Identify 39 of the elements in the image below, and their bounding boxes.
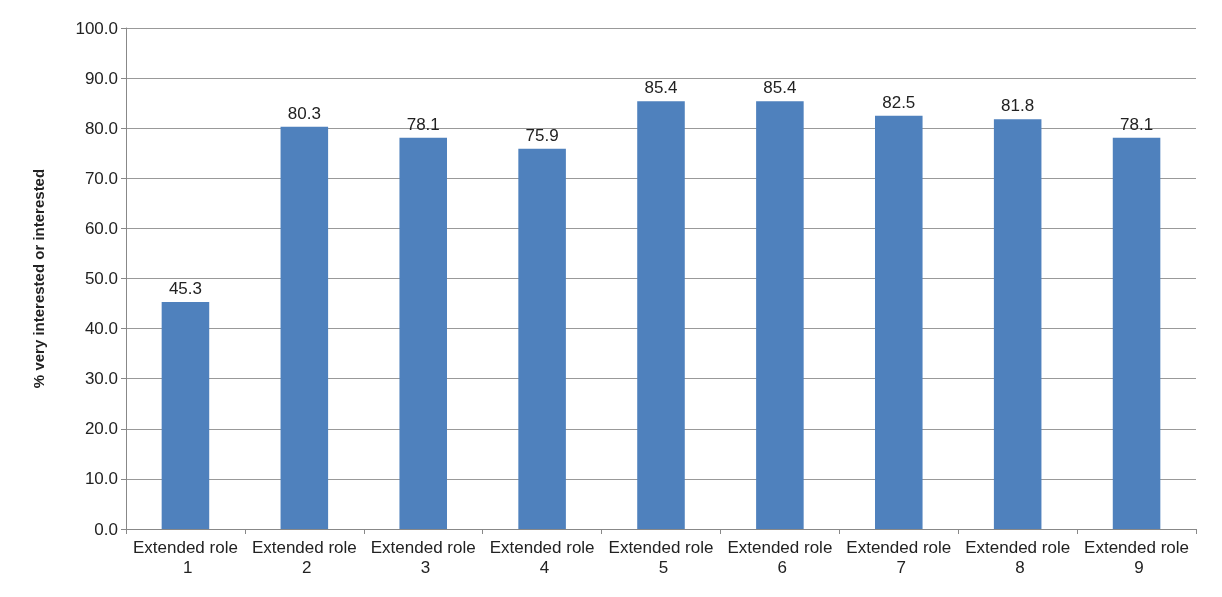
- y-tick-label: 10.0: [84, 469, 118, 489]
- x-tick-label: Extended role 3: [370, 537, 476, 577]
- y-tick-label: 80.0: [84, 118, 118, 138]
- y-axis-title: % very interested or interested: [30, 168, 47, 389]
- x-tick-label: Extended role 1: [132, 537, 238, 577]
- data-label: 81.8: [1001, 96, 1035, 116]
- bar: [399, 137, 447, 529]
- data-label: 78.1: [406, 114, 440, 134]
- y-tick-label: 20.0: [84, 419, 118, 439]
- data-label: 85.4: [763, 78, 797, 98]
- data-label: 45.3: [168, 279, 202, 299]
- bar: [637, 101, 685, 529]
- data-label: 85.4: [644, 78, 678, 98]
- bar: [756, 101, 804, 529]
- y-tick-label: 40.0: [84, 319, 118, 339]
- x-tick-label: Extended role 9: [1084, 537, 1190, 577]
- bar: [1112, 137, 1161, 529]
- y-tick-label: 0.0: [94, 519, 118, 539]
- y-tick-label: 90.0: [84, 68, 118, 88]
- y-tick-label: 60.0: [84, 218, 118, 238]
- bar: [875, 115, 923, 529]
- bar: [993, 119, 1042, 529]
- data-label: 75.9: [525, 125, 559, 145]
- x-tick-label: Extended role 6: [727, 537, 833, 577]
- y-tick-label: 30.0: [84, 369, 118, 389]
- y-tick-label: 70.0: [84, 168, 118, 188]
- x-tick-label: Extended role 2: [251, 537, 357, 577]
- x-tick-label: Extended role 5: [608, 537, 714, 577]
- y-tick-label: 100.0: [75, 18, 118, 38]
- data-label: 78.1: [1120, 114, 1154, 134]
- x-tick-label: Extended role 4: [489, 537, 595, 577]
- bar: [280, 126, 329, 529]
- x-tick-label: Extended role 8: [965, 537, 1071, 577]
- x-tick-label: Extended role 7: [846, 537, 952, 577]
- data-label: 80.3: [287, 103, 321, 123]
- bar: [161, 302, 210, 529]
- bar: [518, 148, 566, 529]
- y-tick-label: 50.0: [84, 269, 118, 288]
- data-label: 82.5: [882, 92, 916, 112]
